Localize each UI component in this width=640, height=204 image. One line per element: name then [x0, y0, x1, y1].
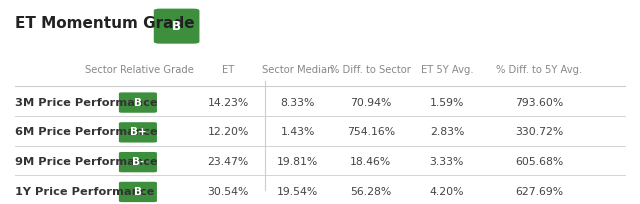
Text: 30.54%: 30.54%	[207, 187, 249, 197]
Text: % Diff. to 5Y Avg.: % Diff. to 5Y Avg.	[496, 65, 582, 75]
Text: 6M Price Performance: 6M Price Performance	[15, 127, 158, 137]
Text: B: B	[134, 187, 142, 197]
Text: 1.43%: 1.43%	[280, 127, 315, 137]
Text: 56.28%: 56.28%	[350, 187, 392, 197]
Text: 627.69%: 627.69%	[515, 187, 563, 197]
Text: 1.59%: 1.59%	[429, 98, 464, 108]
Text: 12.20%: 12.20%	[207, 127, 249, 137]
Text: ET: ET	[222, 65, 234, 75]
Text: B: B	[172, 20, 181, 33]
Text: 70.94%: 70.94%	[350, 98, 392, 108]
Text: 23.47%: 23.47%	[207, 157, 248, 167]
Text: 793.60%: 793.60%	[515, 98, 563, 108]
Text: ET Momentum Grade: ET Momentum Grade	[15, 16, 195, 31]
FancyBboxPatch shape	[119, 182, 157, 202]
Text: 1Y Price Performance: 1Y Price Performance	[15, 187, 155, 197]
Text: % Diff. to Sector: % Diff. to Sector	[330, 65, 411, 75]
Text: 9M Price Performance: 9M Price Performance	[15, 157, 158, 167]
FancyBboxPatch shape	[154, 9, 200, 44]
Text: Sector Relative Grade: Sector Relative Grade	[84, 65, 194, 75]
Text: 19.81%: 19.81%	[277, 157, 319, 167]
Text: 3.33%: 3.33%	[429, 157, 464, 167]
Text: 3M Price Performance: 3M Price Performance	[15, 98, 158, 108]
Text: 18.46%: 18.46%	[350, 157, 392, 167]
Text: B-: B-	[132, 157, 144, 167]
Text: B+: B+	[129, 127, 147, 137]
Text: 19.54%: 19.54%	[277, 187, 319, 197]
Text: 754.16%: 754.16%	[347, 127, 395, 137]
FancyBboxPatch shape	[119, 152, 157, 172]
Text: B: B	[134, 98, 142, 108]
Text: Sector Median: Sector Median	[262, 65, 333, 75]
FancyBboxPatch shape	[119, 122, 157, 143]
Text: 14.23%: 14.23%	[207, 98, 248, 108]
Text: 8.33%: 8.33%	[280, 98, 315, 108]
Text: 605.68%: 605.68%	[515, 157, 563, 167]
Text: 2.83%: 2.83%	[429, 127, 464, 137]
Text: ET 5Y Avg.: ET 5Y Avg.	[420, 65, 473, 75]
FancyBboxPatch shape	[119, 92, 157, 113]
Text: 330.72%: 330.72%	[515, 127, 563, 137]
Text: 4.20%: 4.20%	[429, 187, 464, 197]
